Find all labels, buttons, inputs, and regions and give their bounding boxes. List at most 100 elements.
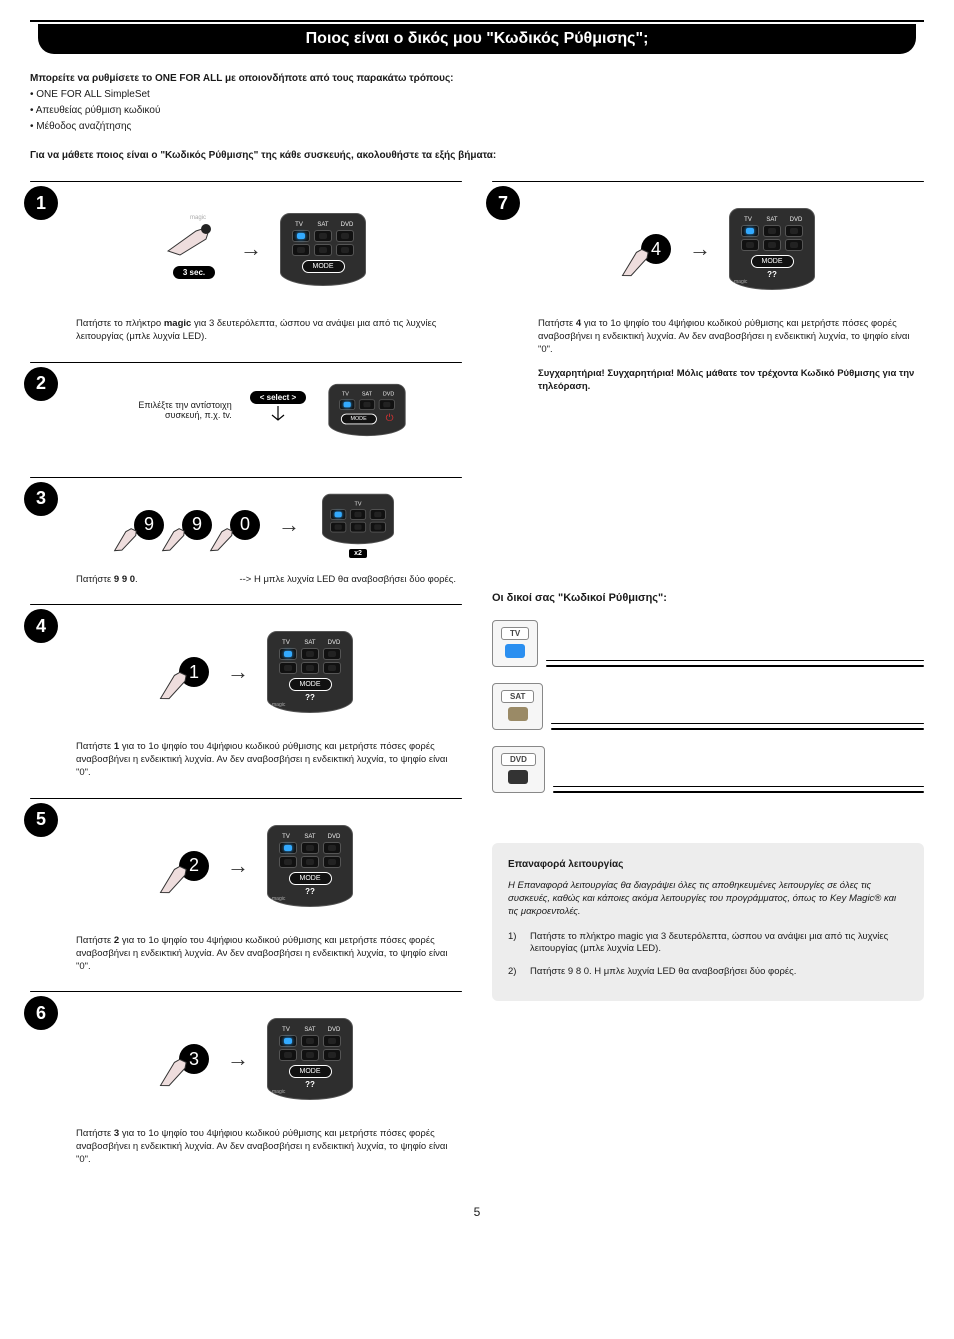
magic-label: magic [272,896,285,902]
digit-4-button: 4 [641,234,671,264]
step-5: 5 2 → TVSATDVD MODE ?? magic Πατήστε 2 γ… [30,799,462,991]
arrow-icon: → [227,853,249,879]
step-2-images: Επιλέξτε την αντίστοιχη συσκευή, π.χ. tv… [70,375,462,445]
code-led-tv [505,644,525,658]
magic-label: magic [272,1089,285,1095]
step-7-images: 4 → TVSATDVD MODE ?? magic [532,194,924,304]
mode-button: MODE [341,413,377,424]
tv-label: TV [289,222,309,228]
step-2-number: 2 [24,367,58,401]
tv-label: TV [276,834,296,840]
page-number: 5 [30,1205,924,1219]
arrow-icon: → [227,1046,249,1072]
step-6-number: 6 [24,996,58,1030]
right-column: 7 4 → TVSATDVD MODE ?? magic Πατήστε 4 γ… [492,181,924,1185]
code-led-dvd [508,770,528,784]
tv-label: TV [337,392,355,397]
select-arrow-icon [263,406,293,428]
step-4-text: Πατήστε 1 για το 1ο ψηφίο του 4ψήφιου κω… [70,741,462,779]
step-1: 1 magic 3 sec. → TVSATDVD [30,182,462,362]
tv-label: TV [349,502,367,507]
dvd-label: DVD [324,1027,344,1033]
dvd-label: DVD [380,392,398,397]
step-3: 3 9 9 0 → TV x2 [30,478,462,605]
sat-label: SAT [762,217,782,223]
page-title: Ποιος είναι ο δικός μου "Κωδικός Ρύθμιση… [38,24,916,54]
dvd-label: DVD [324,640,344,646]
step-7-number: 7 [486,186,520,220]
digit-1-button: 1 [179,657,209,687]
digit-2-button: 2 [179,851,209,881]
code-row-tv: TV [492,620,924,667]
question-marks: ?? [276,693,344,702]
code-box-sat: SAT [492,683,543,730]
mode-button: MODE [302,260,345,273]
step-3-images: 9 9 0 → TV x2 [70,490,462,560]
dvd-label: DVD [786,217,806,223]
step-7: 7 4 → TVSATDVD MODE ?? magic Πατήστε 4 γ… [492,182,924,412]
magic-label: magic [272,702,285,708]
sat-label: SAT [300,1027,320,1033]
remote-illustration: TV [322,494,394,544]
sat-label: SAT [300,834,320,840]
code-box-dvd: DVD [492,746,545,793]
tv-label: TV [276,1027,296,1033]
intro-bullet-2: • Απευθείας ρύθμιση κωδικού [30,104,924,118]
remote-illustration: TV SAT DVD MODE ?? magic [267,1018,353,1100]
arrow-icon: → [278,512,300,538]
step-3-text: Πατήστε 9 9 0. [76,574,138,587]
step-2: 2 Επιλέξτε την αντίστοιχη συσκευή, π.χ. … [30,363,462,477]
remote-illustration: TVSAT DVD MODE ⏻ [329,384,406,436]
step-6-images: 3 → TV SAT DVD MODE ?? magic [70,1004,462,1114]
intro-bullet-1: • ONE FOR ALL SimpleSet [30,88,924,102]
step-4-images: 1 → TV SAT DVD MODE ?? magic [70,617,462,727]
question-marks: ?? [276,1080,344,1089]
mode-button: MODE [289,872,332,885]
sat-label: SAT [300,640,320,646]
step-6: 6 3 → TVSATDVD MODE ?? magic Πατήστε 3 γ… [30,992,462,1184]
reset-heading: Επαναφορά λειτουργίας [508,859,908,870]
page-header [30,20,924,22]
code-row-dvd: DVD [492,746,924,793]
three-sec-badge: 3 sec. [173,266,215,279]
code-box-tv: TV [492,620,538,667]
x2-badge: x2 [349,549,367,558]
tv-label: TV [738,217,758,223]
sat-label: SAT [358,392,376,397]
step-2-caption: Επιλέξτε την αντίστοιχη συσκευή, π.χ. tv… [122,400,232,420]
step-4: 4 1 → TVSATDVD MODE ?? magic Πατήστε 1 γ… [30,605,462,797]
codes-heading: Οι δικοί σας "Κωδικοί Ρύθμισης": [492,592,924,604]
step-3-result: --> Η μπλε λυχνία LED θα αναβοσβήσει δύο… [239,574,456,587]
power-icon: ⏻ [386,412,394,424]
tv-label: TV [276,640,296,646]
intro-lead: Μπορείτε να ρυθμίσετε το ONE FOR ALL με … [30,72,924,86]
code-row-sat: SAT [492,683,924,730]
question-marks: ?? [276,887,344,896]
step-5-text: Πατήστε 2 για το 1ο ψηφίο του 4ψήφιου κω… [70,935,462,973]
reset-desc: Η Επαναφορά λειτουργίας θα διαγράψει όλε… [508,880,908,918]
mode-button: MODE [289,1065,332,1078]
arrow-icon: → [227,659,249,685]
step-6-text: Πατήστε 3 για το 1ο ψηφίο του 4ψήφιου κω… [70,1128,462,1166]
step-7-text: Πατήστε 4 για το 1ο ψηφίο του 4ψήφιου κω… [532,318,924,356]
step-3-number: 3 [24,482,58,516]
intro-bullet-3: • Μέθοδος αναζήτησης [30,120,924,134]
reset-step-2: Πατήστε 9 8 0. Η μπλε λυχνία LED θα αναβ… [508,966,908,979]
digit-3-button: 3 [179,1044,209,1074]
remote-illustration: TVSATDVD MODE ?? magic [729,208,815,290]
mode-button: MODE [751,255,794,268]
step-4-number: 4 [24,609,58,643]
mode-button: MODE [289,678,332,691]
select-badge: < select > [250,391,306,404]
remote-illustration: TVSATDVD MODE [280,213,366,286]
reset-step-1: Πατήστε το πλήκτρο magic για 3 δευτερόλε… [508,931,908,957]
question-marks: ?? [738,270,806,279]
left-column: 1 magic 3 sec. → TVSATDVD [30,181,462,1185]
dvd-label: DVD [324,834,344,840]
magic-label: magic [190,215,206,221]
digit-0-button: 0 [230,510,260,540]
step-5-images: 2 → TV SAT DVD MODE ?? magic [70,811,462,921]
remote-illustration: TV SAT DVD MODE ?? magic [267,825,353,907]
sat-label: SAT [313,222,333,228]
step-1-number: 1 [24,186,58,220]
